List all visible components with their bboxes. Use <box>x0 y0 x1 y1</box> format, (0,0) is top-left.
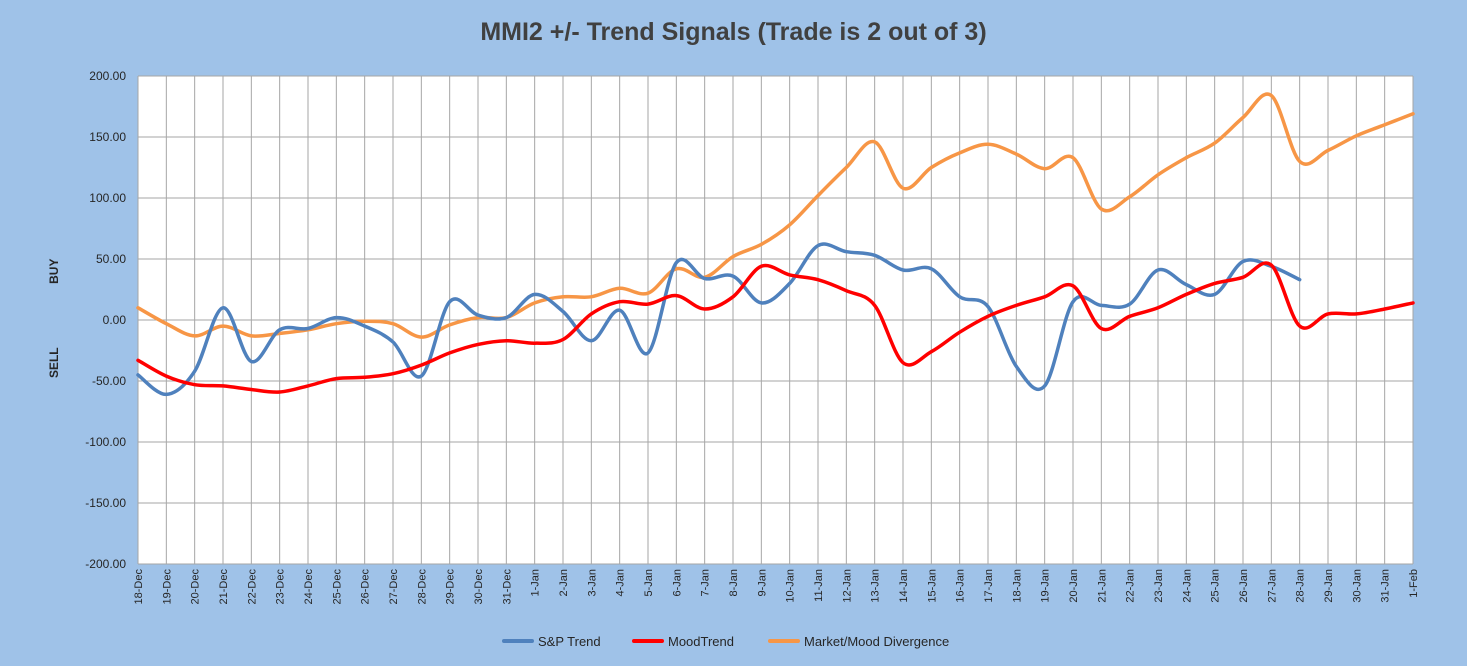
x-tick-label: 12-Jan <box>841 569 853 603</box>
x-tick-label: 7-Jan <box>700 569 712 597</box>
legend-label-s-p-trend: S&P Trend <box>538 634 601 649</box>
x-tick-label: 20-Jan <box>1068 569 1080 603</box>
x-tick-label: 30-Jan <box>1351 569 1363 603</box>
sell-label: SELL <box>47 347 61 378</box>
x-tick-label: 23-Jan <box>1153 569 1165 603</box>
x-tick-label: 27-Dec <box>388 569 400 605</box>
x-tick-label: 10-Jan <box>785 569 797 603</box>
x-tick-label: 11-Jan <box>813 569 825 602</box>
y-tick-label: -100.00 <box>85 435 126 449</box>
x-tick-label: 4-Jan <box>615 569 627 597</box>
y-tick-label: 50.00 <box>96 252 126 266</box>
x-tick-label: 18-Jan <box>1011 569 1023 603</box>
series-line-s-p-trend <box>136 242 1302 397</box>
legend-label-market-mood-divergence: Market/Mood Divergence <box>804 634 949 649</box>
x-tick-label: 8-Jan <box>728 569 740 597</box>
x-tick-label: 30-Dec <box>473 569 485 605</box>
y-tick-label: 200.00 <box>89 69 126 83</box>
x-tick-label: 21-Jan <box>1096 569 1108 603</box>
x-tick-label: 26-Jan <box>1238 569 1250 603</box>
x-tick-label: 22-Dec <box>246 569 258 605</box>
x-tick-label: 31-Jan <box>1380 569 1392 603</box>
buy-label: BUY <box>47 259 61 284</box>
y-tick-label: -50.00 <box>92 374 126 388</box>
x-tick-label: 18-Dec <box>133 569 145 605</box>
y-tick-label: -200.00 <box>85 557 126 571</box>
series-line-moodtrend <box>136 261 1415 394</box>
x-tick-label: 20-Dec <box>190 569 202 605</box>
y-tick-label: 100.00 <box>89 191 126 205</box>
legend-label-moodtrend: MoodTrend <box>668 634 734 649</box>
x-tick-label: 26-Dec <box>360 569 372 605</box>
x-tick-label: 2-Jan <box>558 569 570 597</box>
x-tick-label: 21-Dec <box>218 569 230 605</box>
x-tick-label: 29-Dec <box>445 569 457 605</box>
x-tick-label: 6-Jan <box>671 569 683 597</box>
series-lines <box>136 92 1415 397</box>
x-tick-label: 19-Jan <box>1040 569 1052 603</box>
x-tick-label: 23-Dec <box>275 569 287 605</box>
legend: S&P Trend MoodTrend Market/Mood Divergence <box>502 634 949 649</box>
x-tick-label: 25-Dec <box>331 569 343 605</box>
x-tick-label: 19-Dec <box>161 569 173 605</box>
y-tick-label: -150.00 <box>85 496 126 510</box>
x-tick-label: 25-Jan <box>1210 569 1222 603</box>
x-tick-label: 27-Jan <box>1266 569 1278 603</box>
x-tick-label: 3-Jan <box>586 569 598 597</box>
chart-title: MMI2 +/- Trend Signals (Trade is 2 out o… <box>480 18 987 46</box>
x-tick-label: 9-Jan <box>756 569 768 597</box>
x-tick-label: 24-Jan <box>1181 569 1193 603</box>
y-tick-label: 0.00 <box>103 313 127 327</box>
x-tick-label: 1-Jan <box>530 569 542 597</box>
x-tick-label: 14-Jan <box>898 569 910 603</box>
x-tick-label: 13-Jan <box>870 569 882 603</box>
axes: 200.00 150.00 100.00 50.00 0.00 -50.00 -100.00… <box>47 69 1420 604</box>
x-tick-label: 17-Jan <box>983 569 995 603</box>
x-tick-label: 24-Dec <box>303 569 315 605</box>
x-tick-label: 29-Jan <box>1323 569 1335 603</box>
grid-lines <box>137 75 1414 565</box>
x-tick-label: 22-Jan <box>1125 569 1137 603</box>
x-tick-label: 28-Dec <box>416 569 428 605</box>
x-tick-label: 31-Dec <box>501 569 513 605</box>
x-tick-label: 28-Jan <box>1295 569 1307 603</box>
x-tick-label: 5-Jan <box>643 569 655 597</box>
y-tick-label: 150.00 <box>89 130 126 144</box>
x-tick-label: 16-Jan <box>955 569 967 603</box>
x-tick-label: 15-Jan <box>926 569 938 603</box>
x-tick-label: 1-Feb <box>1408 569 1420 598</box>
